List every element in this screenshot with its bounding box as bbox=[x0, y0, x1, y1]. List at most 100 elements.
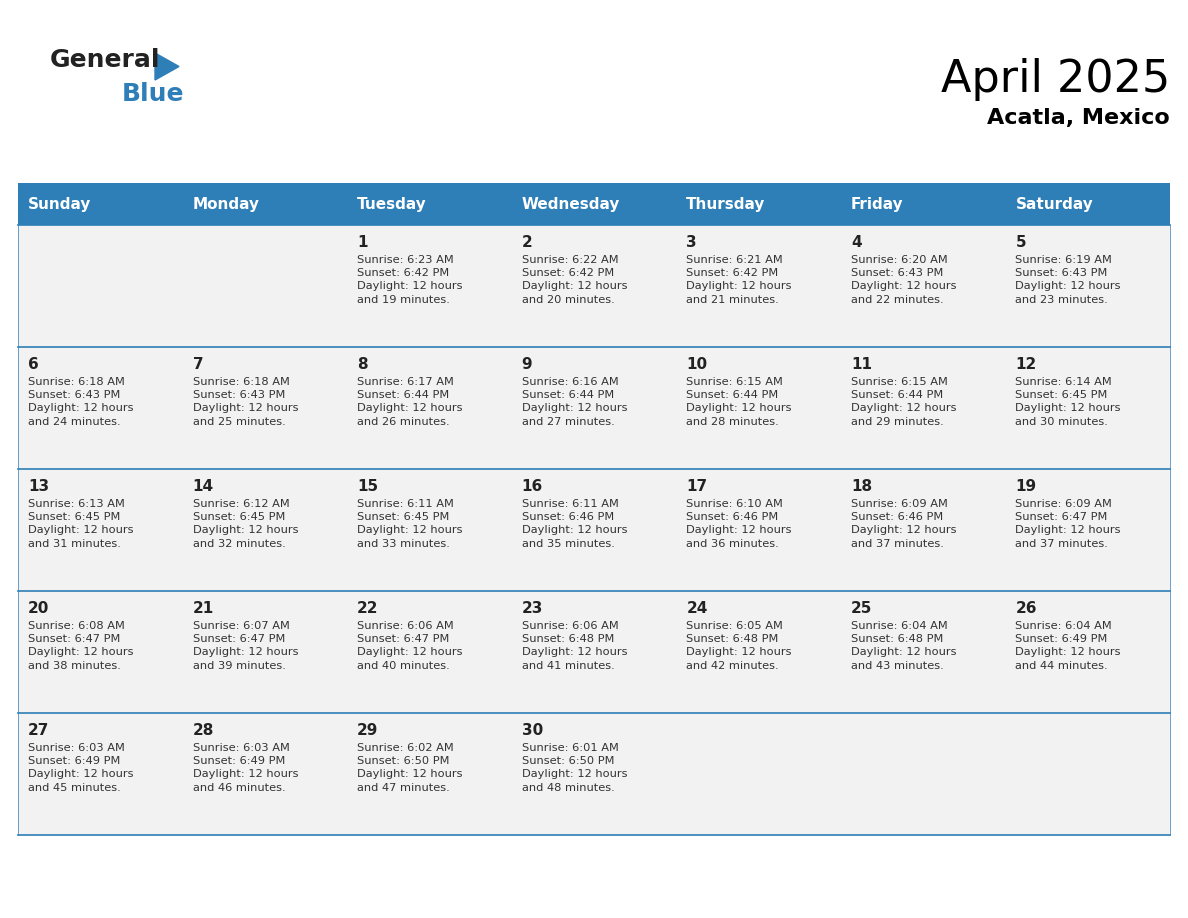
Bar bbox=[18, 713, 183, 835]
Bar bbox=[512, 347, 676, 469]
Text: Sunrise: 6:11 AM
Sunset: 6:45 PM
Daylight: 12 hours
and 33 minutes.: Sunrise: 6:11 AM Sunset: 6:45 PM Dayligh… bbox=[358, 499, 462, 549]
Bar bbox=[512, 183, 676, 225]
Text: 8: 8 bbox=[358, 357, 368, 372]
Text: 21: 21 bbox=[192, 601, 214, 616]
Text: Sunrise: 6:01 AM
Sunset: 6:50 PM
Daylight: 12 hours
and 48 minutes.: Sunrise: 6:01 AM Sunset: 6:50 PM Dayligh… bbox=[522, 743, 627, 792]
Bar bbox=[512, 591, 676, 713]
Text: 7: 7 bbox=[192, 357, 203, 372]
Text: Sunrise: 6:07 AM
Sunset: 6:47 PM
Daylight: 12 hours
and 39 minutes.: Sunrise: 6:07 AM Sunset: 6:47 PM Dayligh… bbox=[192, 621, 298, 671]
Bar bbox=[512, 713, 676, 835]
Text: 5: 5 bbox=[1016, 235, 1026, 250]
Text: Sunrise: 6:16 AM
Sunset: 6:44 PM
Daylight: 12 hours
and 27 minutes.: Sunrise: 6:16 AM Sunset: 6:44 PM Dayligh… bbox=[522, 377, 627, 427]
Bar bbox=[841, 591, 1005, 713]
Bar bbox=[676, 713, 841, 835]
Bar bbox=[512, 225, 676, 347]
Text: 10: 10 bbox=[687, 357, 707, 372]
Text: Sunrise: 6:03 AM
Sunset: 6:49 PM
Daylight: 12 hours
and 45 minutes.: Sunrise: 6:03 AM Sunset: 6:49 PM Dayligh… bbox=[29, 743, 133, 792]
Text: 9: 9 bbox=[522, 357, 532, 372]
Bar bbox=[841, 713, 1005, 835]
Text: Sunrise: 6:08 AM
Sunset: 6:47 PM
Daylight: 12 hours
and 38 minutes.: Sunrise: 6:08 AM Sunset: 6:47 PM Dayligh… bbox=[29, 621, 133, 671]
Bar bbox=[512, 469, 676, 591]
Bar bbox=[1005, 347, 1170, 469]
Bar bbox=[347, 183, 512, 225]
Text: Sunrise: 6:12 AM
Sunset: 6:45 PM
Daylight: 12 hours
and 32 minutes.: Sunrise: 6:12 AM Sunset: 6:45 PM Dayligh… bbox=[192, 499, 298, 549]
Text: 17: 17 bbox=[687, 479, 707, 494]
Bar bbox=[18, 469, 183, 591]
Text: Acatla, Mexico: Acatla, Mexico bbox=[987, 108, 1170, 128]
Text: Sunrise: 6:18 AM
Sunset: 6:43 PM
Daylight: 12 hours
and 25 minutes.: Sunrise: 6:18 AM Sunset: 6:43 PM Dayligh… bbox=[192, 377, 298, 427]
Text: Sunrise: 6:17 AM
Sunset: 6:44 PM
Daylight: 12 hours
and 26 minutes.: Sunrise: 6:17 AM Sunset: 6:44 PM Dayligh… bbox=[358, 377, 462, 427]
Bar bbox=[18, 225, 183, 347]
Bar bbox=[347, 591, 512, 713]
Text: Sunrise: 6:09 AM
Sunset: 6:47 PM
Daylight: 12 hours
and 37 minutes.: Sunrise: 6:09 AM Sunset: 6:47 PM Dayligh… bbox=[1016, 499, 1121, 549]
Text: Sunrise: 6:10 AM
Sunset: 6:46 PM
Daylight: 12 hours
and 36 minutes.: Sunrise: 6:10 AM Sunset: 6:46 PM Dayligh… bbox=[687, 499, 791, 549]
Bar bbox=[183, 713, 347, 835]
Bar bbox=[676, 591, 841, 713]
Text: 23: 23 bbox=[522, 601, 543, 616]
Text: 22: 22 bbox=[358, 601, 379, 616]
Text: 4: 4 bbox=[851, 235, 861, 250]
Bar bbox=[841, 183, 1005, 225]
Bar bbox=[347, 713, 512, 835]
Text: Sunrise: 6:06 AM
Sunset: 6:48 PM
Daylight: 12 hours
and 41 minutes.: Sunrise: 6:06 AM Sunset: 6:48 PM Dayligh… bbox=[522, 621, 627, 671]
Text: Sunrise: 6:09 AM
Sunset: 6:46 PM
Daylight: 12 hours
and 37 minutes.: Sunrise: 6:09 AM Sunset: 6:46 PM Dayligh… bbox=[851, 499, 956, 549]
Text: Wednesday: Wednesday bbox=[522, 196, 620, 211]
Bar bbox=[347, 225, 512, 347]
Text: 29: 29 bbox=[358, 723, 379, 738]
Text: Sunrise: 6:20 AM
Sunset: 6:43 PM
Daylight: 12 hours
and 22 minutes.: Sunrise: 6:20 AM Sunset: 6:43 PM Dayligh… bbox=[851, 255, 956, 305]
Bar bbox=[841, 347, 1005, 469]
Text: 18: 18 bbox=[851, 479, 872, 494]
Bar bbox=[676, 183, 841, 225]
Polygon shape bbox=[154, 53, 179, 80]
Bar bbox=[347, 469, 512, 591]
Bar bbox=[18, 591, 183, 713]
Text: 2: 2 bbox=[522, 235, 532, 250]
Text: 1: 1 bbox=[358, 235, 367, 250]
Text: Sunrise: 6:05 AM
Sunset: 6:48 PM
Daylight: 12 hours
and 42 minutes.: Sunrise: 6:05 AM Sunset: 6:48 PM Dayligh… bbox=[687, 621, 791, 671]
Text: 28: 28 bbox=[192, 723, 214, 738]
Bar bbox=[676, 469, 841, 591]
Text: Tuesday: Tuesday bbox=[358, 196, 426, 211]
Bar bbox=[841, 469, 1005, 591]
Text: Saturday: Saturday bbox=[1016, 196, 1093, 211]
Text: 12: 12 bbox=[1016, 357, 1037, 372]
Bar bbox=[841, 225, 1005, 347]
Bar bbox=[183, 183, 347, 225]
Text: 16: 16 bbox=[522, 479, 543, 494]
Text: Blue: Blue bbox=[122, 82, 184, 106]
Text: Sunrise: 6:14 AM
Sunset: 6:45 PM
Daylight: 12 hours
and 30 minutes.: Sunrise: 6:14 AM Sunset: 6:45 PM Dayligh… bbox=[1016, 377, 1121, 427]
Bar bbox=[1005, 713, 1170, 835]
Text: Sunrise: 6:04 AM
Sunset: 6:48 PM
Daylight: 12 hours
and 43 minutes.: Sunrise: 6:04 AM Sunset: 6:48 PM Dayligh… bbox=[851, 621, 956, 671]
Bar bbox=[183, 469, 347, 591]
Text: 27: 27 bbox=[29, 723, 50, 738]
Text: Sunrise: 6:22 AM
Sunset: 6:42 PM
Daylight: 12 hours
and 20 minutes.: Sunrise: 6:22 AM Sunset: 6:42 PM Dayligh… bbox=[522, 255, 627, 305]
Text: Sunrise: 6:03 AM
Sunset: 6:49 PM
Daylight: 12 hours
and 46 minutes.: Sunrise: 6:03 AM Sunset: 6:49 PM Dayligh… bbox=[192, 743, 298, 792]
Text: Sunrise: 6:15 AM
Sunset: 6:44 PM
Daylight: 12 hours
and 29 minutes.: Sunrise: 6:15 AM Sunset: 6:44 PM Dayligh… bbox=[851, 377, 956, 427]
Text: Sunrise: 6:15 AM
Sunset: 6:44 PM
Daylight: 12 hours
and 28 minutes.: Sunrise: 6:15 AM Sunset: 6:44 PM Dayligh… bbox=[687, 377, 791, 427]
Text: Sunrise: 6:04 AM
Sunset: 6:49 PM
Daylight: 12 hours
and 44 minutes.: Sunrise: 6:04 AM Sunset: 6:49 PM Dayligh… bbox=[1016, 621, 1121, 671]
Text: 30: 30 bbox=[522, 723, 543, 738]
Text: Sunday: Sunday bbox=[29, 196, 91, 211]
Text: 3: 3 bbox=[687, 235, 697, 250]
Text: 19: 19 bbox=[1016, 479, 1037, 494]
Text: Sunrise: 6:23 AM
Sunset: 6:42 PM
Daylight: 12 hours
and 19 minutes.: Sunrise: 6:23 AM Sunset: 6:42 PM Dayligh… bbox=[358, 255, 462, 305]
Bar bbox=[183, 225, 347, 347]
Bar bbox=[18, 183, 183, 225]
Text: Sunrise: 6:19 AM
Sunset: 6:43 PM
Daylight: 12 hours
and 23 minutes.: Sunrise: 6:19 AM Sunset: 6:43 PM Dayligh… bbox=[1016, 255, 1121, 305]
Bar bbox=[1005, 225, 1170, 347]
Text: Sunrise: 6:02 AM
Sunset: 6:50 PM
Daylight: 12 hours
and 47 minutes.: Sunrise: 6:02 AM Sunset: 6:50 PM Dayligh… bbox=[358, 743, 462, 792]
Text: 11: 11 bbox=[851, 357, 872, 372]
Bar bbox=[676, 347, 841, 469]
Text: 24: 24 bbox=[687, 601, 708, 616]
Bar bbox=[676, 225, 841, 347]
Text: Sunrise: 6:21 AM
Sunset: 6:42 PM
Daylight: 12 hours
and 21 minutes.: Sunrise: 6:21 AM Sunset: 6:42 PM Dayligh… bbox=[687, 255, 791, 305]
Text: 25: 25 bbox=[851, 601, 872, 616]
Bar bbox=[1005, 591, 1170, 713]
Text: Sunrise: 6:11 AM
Sunset: 6:46 PM
Daylight: 12 hours
and 35 minutes.: Sunrise: 6:11 AM Sunset: 6:46 PM Dayligh… bbox=[522, 499, 627, 549]
Text: Sunrise: 6:13 AM
Sunset: 6:45 PM
Daylight: 12 hours
and 31 minutes.: Sunrise: 6:13 AM Sunset: 6:45 PM Dayligh… bbox=[29, 499, 133, 549]
Text: 26: 26 bbox=[1016, 601, 1037, 616]
Bar bbox=[18, 347, 183, 469]
Bar bbox=[347, 347, 512, 469]
Text: 20: 20 bbox=[29, 601, 50, 616]
Text: 15: 15 bbox=[358, 479, 378, 494]
